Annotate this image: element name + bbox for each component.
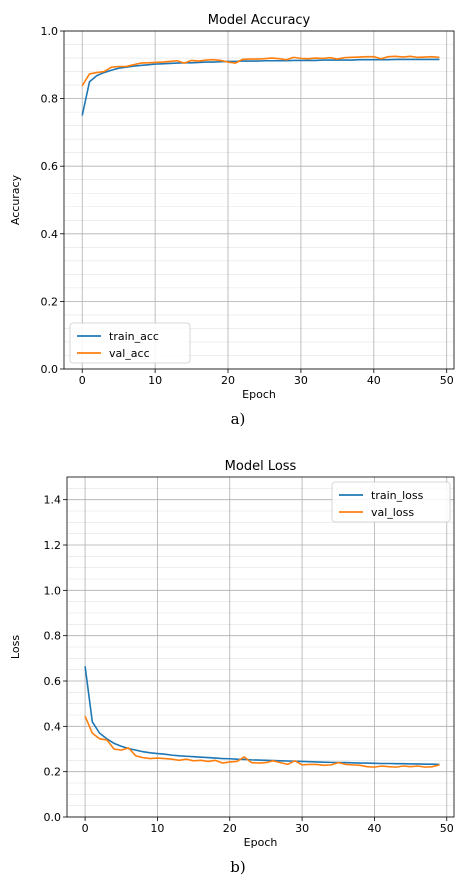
y-tick-label: 0.4: [44, 720, 62, 733]
x-tick-label: 0: [79, 374, 86, 387]
x-tick-label: 20: [221, 374, 235, 387]
y-tick-label: 0.4: [41, 228, 59, 241]
x-tick-label: 10: [150, 822, 164, 835]
loss-minor-grid: [67, 488, 454, 806]
loss-x-axis-label: Epoch: [244, 836, 278, 849]
y-tick-label: 1.0: [41, 25, 59, 38]
y-tick-label: 0.8: [44, 630, 62, 643]
accuracy-legend: train_acc val_acc: [69, 322, 191, 364]
accuracy-y-axis-label: Accuracy: [9, 174, 22, 225]
loss-chart: 0 10 20 30 40 50 0.0 0.2 0.4 0.6 0.8 1.0 1.2 1.4 Mode…: [9, 459, 455, 876]
y-tick-label: 1.4: [44, 494, 62, 507]
y-tick-label: 0.0: [41, 363, 59, 376]
x-tick-label: 40: [367, 374, 381, 387]
accuracy-chart: 0 10 20 30 40 50 0.0 0.2 0.4 0.6 0.8 1.0 Model Accu…: [9, 13, 455, 428]
loss-series-layer: [84, 666, 440, 768]
y-tick-label: 0.0: [44, 811, 62, 824]
accuracy-plot-frame: [63, 30, 455, 370]
x-tick-label: 0: [82, 822, 89, 835]
x-tick-label: 30: [294, 374, 308, 387]
series-line-train_loss: [84, 666, 440, 766]
legend-label-val_acc: val_acc: [109, 347, 150, 360]
accuracy-chart-title: Model Accuracy: [208, 13, 311, 28]
loss-chart-title: Model Loss: [225, 459, 297, 474]
x-tick-label: 30: [295, 822, 309, 835]
loss-ticks: 0 10 20 30 40 50 0.0 0.2 0.4 0.6 0.8 1.0 1.2 1.4: [44, 494, 454, 835]
loss-y-axis-label: Loss: [9, 635, 22, 659]
y-tick-label: 1.0: [44, 584, 62, 597]
accuracy-ticks: 0 10 20 30 40 50 0.0 0.2 0.4 0.6 0.8 1.0: [41, 25, 454, 387]
legend-label-train_acc: train_acc: [109, 330, 159, 343]
y-tick-label: 0.6: [44, 675, 62, 688]
x-tick-label: 40: [367, 822, 381, 835]
legend-label-val_loss: val_loss: [371, 506, 414, 519]
accuracy-x-axis-label: Epoch: [242, 388, 276, 401]
series-line-train_acc: [81, 58, 440, 116]
series-line-val_loss: [84, 715, 440, 768]
legend-label-train_loss: train_loss: [371, 489, 424, 502]
loss-major-grid: [67, 477, 454, 818]
loss-plot-frame: [66, 476, 455, 818]
accuracy-minor-grid: [64, 44, 454, 356]
x-tick-label: 20: [223, 822, 237, 835]
y-tick-label: 0.8: [41, 93, 59, 106]
loss-legend: train_loss val_loss: [331, 481, 451, 523]
y-tick-label: 0.2: [44, 766, 62, 779]
y-tick-label: 0.2: [41, 295, 59, 308]
accuracy-series-layer: [81, 55, 440, 116]
x-tick-label: 50: [440, 822, 454, 835]
y-tick-label: 1.2: [44, 539, 62, 552]
series-line-val_acc: [81, 55, 440, 87]
accuracy-caption: a): [231, 410, 246, 428]
y-tick-label: 0.6: [41, 160, 59, 173]
x-tick-label: 10: [148, 374, 162, 387]
accuracy-plot-area: [64, 31, 454, 369]
x-tick-label: 50: [440, 374, 454, 387]
loss-caption: b): [230, 858, 245, 876]
